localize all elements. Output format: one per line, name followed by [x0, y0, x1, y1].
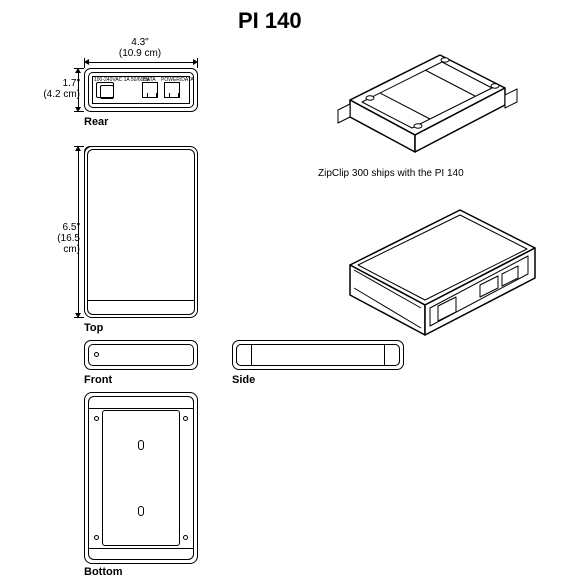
bottom-recess: [102, 410, 180, 546]
dim-tick: [197, 58, 198, 68]
top-rim: [87, 149, 195, 315]
view-top: Extron: [84, 146, 198, 318]
brand-logo: Extron: [122, 156, 157, 168]
view-front: [84, 340, 198, 370]
front-inner: [88, 344, 194, 366]
top-seam: [87, 300, 195, 301]
power-spec-label: 100-240VAC 1A 50/60Hz: [94, 77, 150, 83]
zipclip-note: ZipClip 300 ships with the PI 140: [318, 168, 464, 179]
bottom-seam: [88, 548, 194, 549]
iso-zipclip: [320, 40, 520, 160]
rj45-power-data-port: [164, 82, 180, 98]
iso-unit: [330, 200, 540, 340]
screw-hole: [183, 416, 188, 421]
mount-slot: [138, 506, 144, 516]
label-front: Front: [84, 374, 112, 386]
dim-width-arrow: [88, 62, 194, 63]
view-bottom: [84, 392, 198, 564]
screw-hole: [94, 535, 99, 540]
page-title: PI 140: [238, 8, 302, 34]
view-rear: 100-240VAC 1A 50/60Hz DATA POWER/DATA: [84, 68, 198, 112]
label-top: Top: [84, 322, 103, 334]
rj45-data-port: [142, 82, 158, 98]
dim-height: 1.7" (4.2 cm): [40, 78, 80, 100]
bottom-seam: [88, 408, 194, 409]
iec-power-inlet: [96, 82, 114, 98]
screw-hole: [94, 416, 99, 421]
dim-depth: 6.5" (16.5 cm): [38, 222, 80, 255]
dim-height-arrow: [78, 72, 79, 108]
dim-depth-arrow: [78, 150, 79, 314]
screw-hole: [183, 535, 188, 540]
mount-slot: [138, 440, 144, 450]
dim-width: 4.3" (10.9 cm): [110, 37, 170, 59]
data-label: DATA: [143, 77, 156, 83]
label-bottom: Bottom: [84, 566, 123, 578]
dim-height-cm: (4.2 cm): [43, 89, 80, 100]
dim-tick: [74, 68, 84, 69]
dim-tick: [74, 146, 84, 147]
dim-tick: [74, 317, 84, 318]
dim-depth-cm: (16.5 cm): [57, 233, 80, 255]
dim-tick: [74, 111, 84, 112]
label-rear: Rear: [84, 116, 108, 128]
label-side: Side: [232, 374, 255, 386]
dim-tick: [84, 58, 85, 68]
dim-width-in: 4.3": [131, 37, 148, 48]
side-cap-left: [236, 344, 252, 366]
front-led: [94, 352, 99, 357]
power-data-label: POWER/DATA: [161, 77, 194, 83]
dim-width-cm: (10.9 cm): [119, 48, 161, 59]
